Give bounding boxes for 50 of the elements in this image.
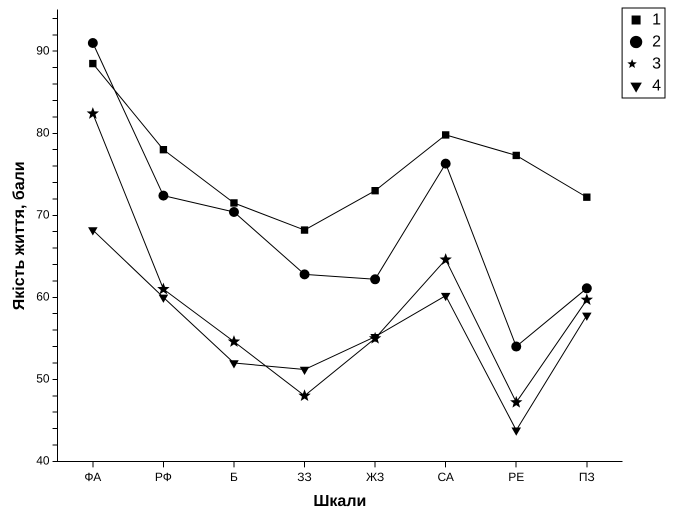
x-tick-label: Б — [230, 470, 238, 484]
point — [230, 360, 238, 368]
y-tick-label: 80 — [36, 126, 50, 140]
x-tick-label: РФ — [154, 470, 172, 484]
point — [298, 389, 311, 402]
point — [158, 190, 168, 201]
point — [512, 152, 520, 160]
y-tick-label: 70 — [36, 208, 50, 222]
x-tick-label: ЗЗ — [297, 470, 312, 484]
point — [511, 342, 522, 352]
point — [510, 396, 522, 408]
x-tick-label: ЖЗ — [366, 470, 384, 484]
point — [89, 60, 97, 68]
point — [300, 366, 309, 375]
point — [582, 283, 592, 294]
point — [300, 226, 308, 234]
y-tick-label: 90 — [36, 44, 50, 58]
point — [442, 131, 450, 139]
point — [300, 269, 310, 280]
y-tick-label: 60 — [36, 290, 50, 304]
legend-label: 2 — [652, 33, 662, 50]
point — [230, 199, 238, 207]
x-tick-label: СА — [437, 470, 454, 484]
x-axis-title: Шкали — [313, 492, 366, 510]
x-tick-label: ФА — [84, 470, 102, 484]
x-tick-label: РЕ — [508, 470, 524, 484]
point — [228, 335, 240, 347]
legend-label: 1 — [652, 11, 662, 28]
point — [441, 292, 450, 301]
point — [512, 427, 521, 436]
point — [582, 312, 592, 320]
point — [159, 294, 168, 302]
legend-label: 4 — [652, 77, 662, 94]
point — [228, 207, 239, 218]
x-tick-label: ПЗ — [578, 470, 595, 484]
point — [440, 158, 451, 169]
legend-label: 3 — [652, 55, 662, 72]
point — [371, 187, 379, 194]
point — [580, 293, 593, 306]
y-axis-title: Якість життя, бали — [11, 161, 28, 310]
y-tick-label: 40 — [36, 454, 50, 468]
point — [88, 227, 98, 236]
point — [370, 274, 380, 284]
point — [583, 194, 590, 201]
point — [439, 253, 452, 265]
point — [160, 146, 168, 154]
point — [86, 107, 100, 119]
y-tick-label: 50 — [36, 372, 50, 386]
point — [88, 38, 98, 48]
point — [157, 282, 170, 294]
